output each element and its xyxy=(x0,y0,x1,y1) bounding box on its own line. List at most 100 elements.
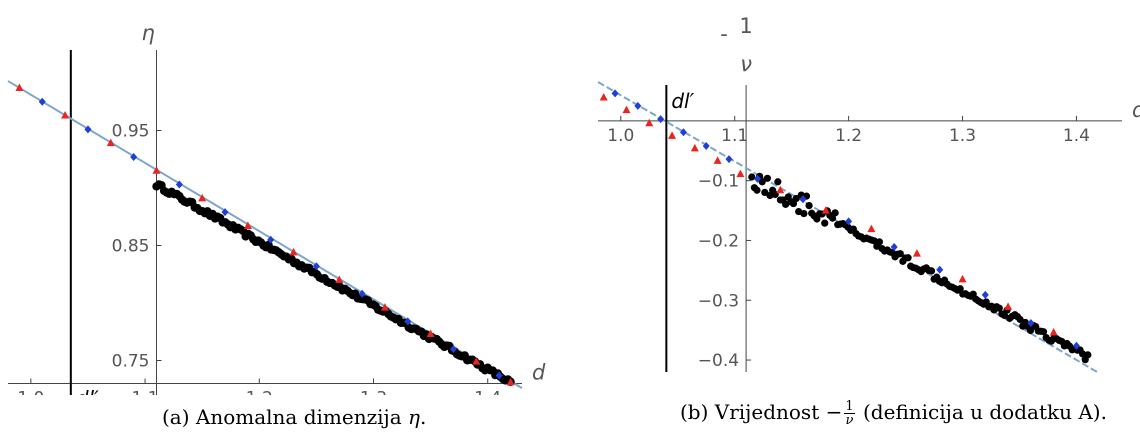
chart-b-red-point xyxy=(821,206,830,214)
chart-b: 1.0 1.1 1.2 1.3 1.4 −0.1 −0.2 −0.3 −0.4 d -1 ν dl′ xyxy=(597,14,1140,375)
chart-b-blue-point xyxy=(611,89,619,98)
chart-b-blue-point xyxy=(981,290,989,299)
chart-b-y-tick-label: −0.1 xyxy=(698,172,739,192)
chart-b-blue-point xyxy=(725,155,733,164)
chart-a-blue-point xyxy=(175,180,183,189)
chart-a-x-axis-label: d xyxy=(532,361,546,385)
chart-b-red-point xyxy=(776,185,785,194)
chart-a-red-point xyxy=(289,247,298,256)
chart-b-red-point xyxy=(599,93,608,101)
chart-b-black-point xyxy=(800,210,808,218)
chart-b-blue-point xyxy=(702,141,710,150)
chart-b-black-point xyxy=(748,173,756,181)
chart-b-black-point xyxy=(1039,328,1048,336)
chart-a: 1.0 1.1 1.2 1.3 1.4 0.75 0.85 0.95 d η dl′ xyxy=(7,21,546,396)
chart-b-black-point xyxy=(995,304,1003,312)
chart-b-red-point xyxy=(736,169,745,178)
chart-b-x-axis-label: d xyxy=(1132,98,1140,122)
chart-a-y-axis-label: η xyxy=(141,21,154,45)
chart-a-red-point xyxy=(15,83,24,91)
chart-a-dl-marker-label: dl′ xyxy=(76,387,99,396)
chart-b-y-axis-label-num: 1 xyxy=(739,14,752,38)
chart-a-red-point xyxy=(152,166,161,174)
chart-b-red-point xyxy=(1004,302,1013,310)
chart-b-x-tick-label: 1.0 xyxy=(607,126,634,146)
chart-b-y-tick-label: −0.3 xyxy=(698,291,739,311)
chart-b-red-point xyxy=(958,274,967,283)
caption-a-symbol: η xyxy=(408,405,420,429)
chart-b-blue-point xyxy=(936,265,944,274)
chart-a-red-point xyxy=(335,275,344,283)
chart-a-blue-point xyxy=(495,371,503,380)
chart-b-black-point xyxy=(1084,351,1092,359)
chart-b-black-point xyxy=(761,188,769,196)
chart-b-x-tick-label: 1.1 xyxy=(721,126,748,146)
chart-b-x-tick-label: 1.3 xyxy=(949,126,976,146)
chart-b-red-point xyxy=(713,156,722,164)
chart-a-y-tick-label: 0.75 xyxy=(112,352,150,372)
chart-b-blue-point xyxy=(845,217,853,226)
chart-a-red-point xyxy=(61,111,70,119)
chart-b-red-point xyxy=(912,249,921,257)
chart-b-black-point xyxy=(758,178,766,186)
chart-a-blue-point xyxy=(312,262,320,271)
chart-a-blue-point xyxy=(221,208,229,217)
chart-b-black-point xyxy=(805,201,813,210)
chart-b-blue-point xyxy=(799,195,807,204)
chart-a-x-tick-label: 1.4 xyxy=(474,389,501,396)
chart-a-x-tick-label: 1.2 xyxy=(246,389,273,396)
chart-b-black-point xyxy=(753,186,761,194)
chart-a-y-tick-label: 0.95 xyxy=(112,122,150,142)
chart-a-blue-point xyxy=(358,289,366,298)
chart-b-x-tick-label: 1.2 xyxy=(835,126,862,146)
chart-b-y-tick-label: −0.4 xyxy=(698,351,739,371)
chart-a-blue-point xyxy=(84,125,92,134)
chart-a-red-point xyxy=(380,303,389,311)
chart-b-black-point xyxy=(896,250,904,258)
chart-b-blue-point xyxy=(753,174,761,183)
chart-b-black-point xyxy=(927,267,936,275)
chart-b-blue-point xyxy=(1027,318,1035,327)
chart-b-blue-point xyxy=(657,115,665,124)
chart-b-black-point xyxy=(792,194,800,203)
chart-b-black-point xyxy=(821,219,829,227)
chart-b-blue-point xyxy=(1072,341,1080,350)
chart-a-red-point xyxy=(106,138,115,147)
chart-b-black-point xyxy=(774,178,782,186)
chart-a-red-point xyxy=(472,357,481,365)
chart-b-red-point xyxy=(867,224,876,233)
chart-b-black-point xyxy=(763,174,772,182)
chart-b-red-point xyxy=(645,118,654,127)
chart-b-black-point xyxy=(831,209,839,217)
caption-a: (a) Anomalna dimenzija η. xyxy=(162,405,427,429)
chart-b-x-tick-label: 1.4 xyxy=(1063,126,1090,146)
chart-b-black-point xyxy=(875,238,884,246)
chart-a-blue-point xyxy=(130,152,138,161)
chart-a-red-point xyxy=(243,221,252,229)
chart-b-red-point xyxy=(622,105,631,114)
chart-b-y-tick-label: −0.2 xyxy=(698,231,739,251)
chart-b-blue-point xyxy=(890,243,898,252)
chart-b-blue-point xyxy=(679,128,687,137)
chart-a-y-tick-label: 0.85 xyxy=(112,237,150,257)
chart-b-y-axis-label-den: ν xyxy=(740,52,752,76)
chart-a-red-point xyxy=(198,193,207,202)
caption-b: (b) Vrijednost −1 ν (definicija u dodatku… xyxy=(680,399,1107,428)
chart-b-y-axis-label-minus: - xyxy=(720,22,728,46)
caption-b-minus: − xyxy=(825,400,843,424)
chart-a-blue-point xyxy=(267,235,275,244)
chart-b-red-point xyxy=(1049,328,1058,336)
chart-b-red-point xyxy=(690,143,699,152)
chart-a-red-point xyxy=(426,329,435,338)
chart-b-red-point xyxy=(668,131,677,139)
chart-a-x-tick-label: 1.0 xyxy=(17,389,44,396)
chart-a-blue-point xyxy=(38,97,46,106)
chart-b-black-point xyxy=(904,254,912,262)
chart-b-blue-point xyxy=(634,101,642,110)
chart-a-blue-point xyxy=(449,345,457,353)
chart-a-blue-point xyxy=(404,317,412,326)
chart-b-black-point xyxy=(1016,315,1024,324)
chart-a-x-tick-label: 1.3 xyxy=(360,389,387,396)
